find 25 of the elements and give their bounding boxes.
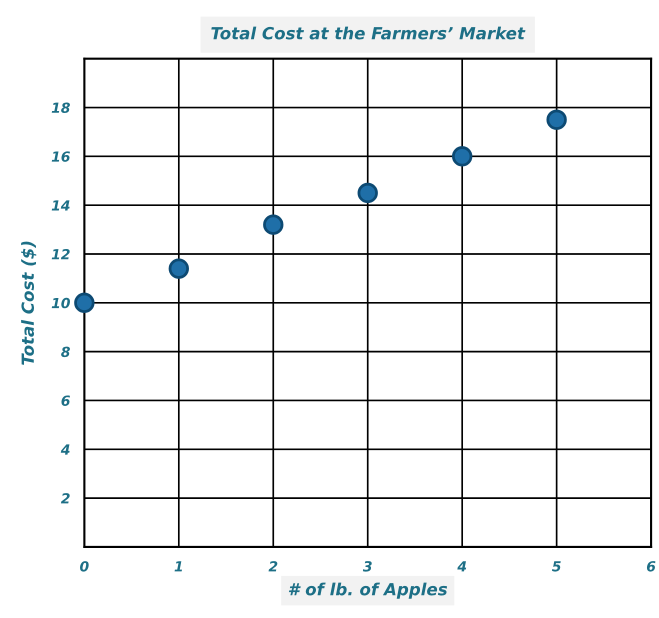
y-tick-label: 6 [61,395,70,406]
point [358,182,378,204]
x-tick-label: 4 [457,561,466,572]
y-tick-label: 4 [60,444,70,455]
y-tick-label: 16 [52,151,70,162]
point [546,110,567,130]
point [452,146,472,167]
y-tick-label: 14 [52,200,70,210]
y-tick-label: 12 [52,248,70,260]
y-tick-label: 8 [61,346,70,358]
y-tick-label: 18 [52,102,70,114]
x-tick-label: 1 [174,561,182,572]
point [168,258,189,279]
x-tick-label: 5 [552,561,561,572]
y-tick-label: 10 [52,298,70,308]
x-tick-label: 0 [80,561,89,572]
x-tick-label: 2 [268,561,278,572]
x-tick-label: 3 [362,561,372,572]
chart-title: Total Cost at the Farmers’ Market [211,26,526,40]
x-axis-title: # of lb. of Apples [288,582,448,599]
y-tick-label: 2 [60,493,70,504]
y-axis-title: Total Cost ($) [21,242,36,365]
point [74,292,95,313]
point [263,214,284,235]
x-tick-label: 6 [646,561,656,572]
